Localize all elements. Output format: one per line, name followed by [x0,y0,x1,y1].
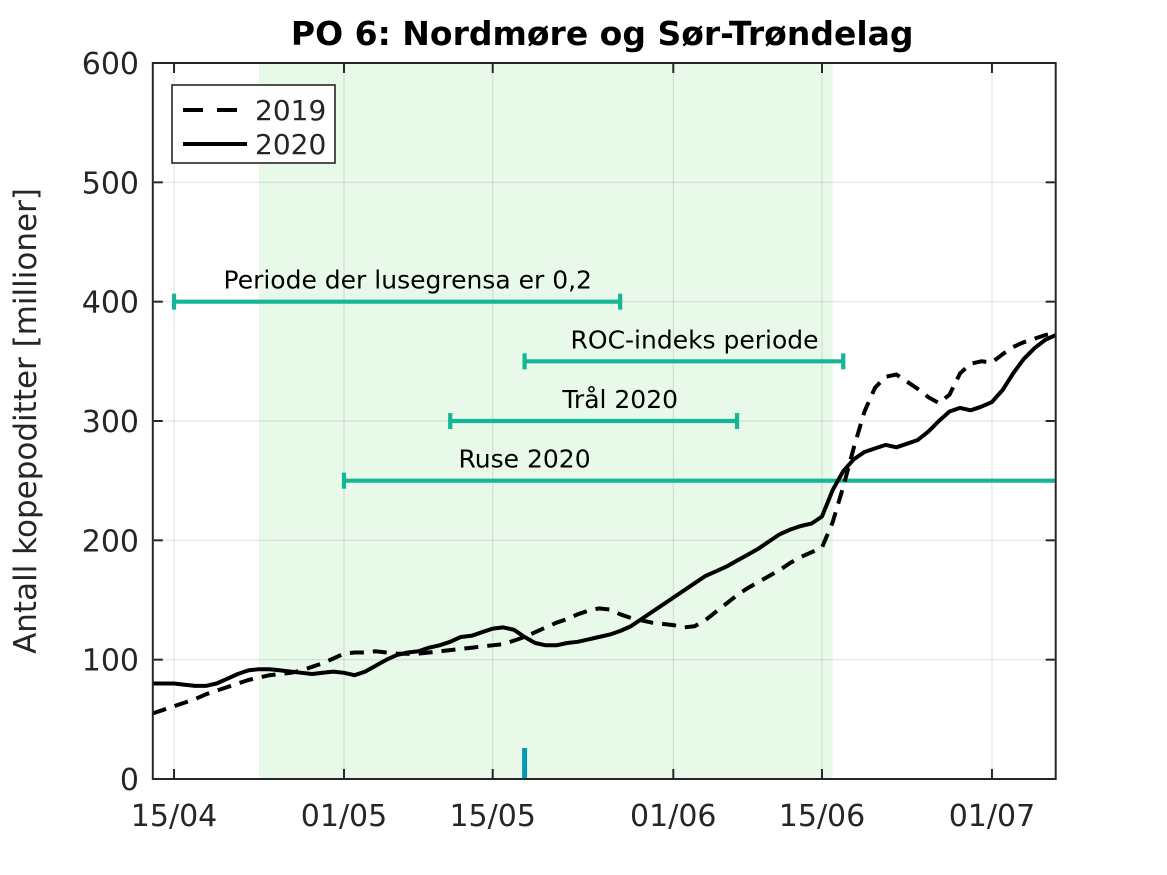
x-tick-label: 01/05 [301,799,387,834]
axes-border [151,62,1057,780]
interval-bar-left-cap [448,413,453,429]
y-tick-label: 400 [82,286,139,321]
y-tick-label: 0 [120,763,139,798]
legend-label-2020: 2020 [255,128,326,161]
x-tick-label: 01/06 [630,799,716,834]
y-axis-label: Antall kopepoditter [millioner] [8,188,44,654]
interval-bar-left-cap [522,353,527,370]
legend-box [171,84,336,164]
y-tick-label: 500 [82,166,139,201]
event-date-tick [522,747,528,778]
interval-bar-label: Periode der lusegrensa er 0,2 [224,266,592,295]
series-line-2019 [152,330,1057,716]
interval-bar-label: Trål 2020 [561,385,678,414]
interval-bar-left-cap [171,293,177,310]
interval-bar-left-cap [341,472,347,489]
y-tick-label: 600 [82,47,139,82]
interval-bar-right-cap [734,413,740,429]
x-tick-label: 15/05 [449,799,535,834]
chart-title: PO 6: Nordmøre og Sør-Trøndelag [291,14,914,53]
interval-bar-right-cap [841,353,846,370]
interval-bar-label: ROC-indeks periode [571,325,819,354]
y-tick-label: 300 [82,405,139,440]
interval-bar-right-cap [618,293,623,310]
x-tick-label: 15/06 [779,799,865,834]
x-tick-label: 15/04 [131,799,217,834]
y-tick-label: 100 [82,644,139,679]
legend-label-2019: 2019 [255,94,326,127]
x-tick-label: 01/07 [949,799,1035,834]
y-tick-label: 200 [82,524,139,559]
interval-bar-label: Ruse 2020 [459,445,591,474]
series-line-2020 [152,333,1057,688]
